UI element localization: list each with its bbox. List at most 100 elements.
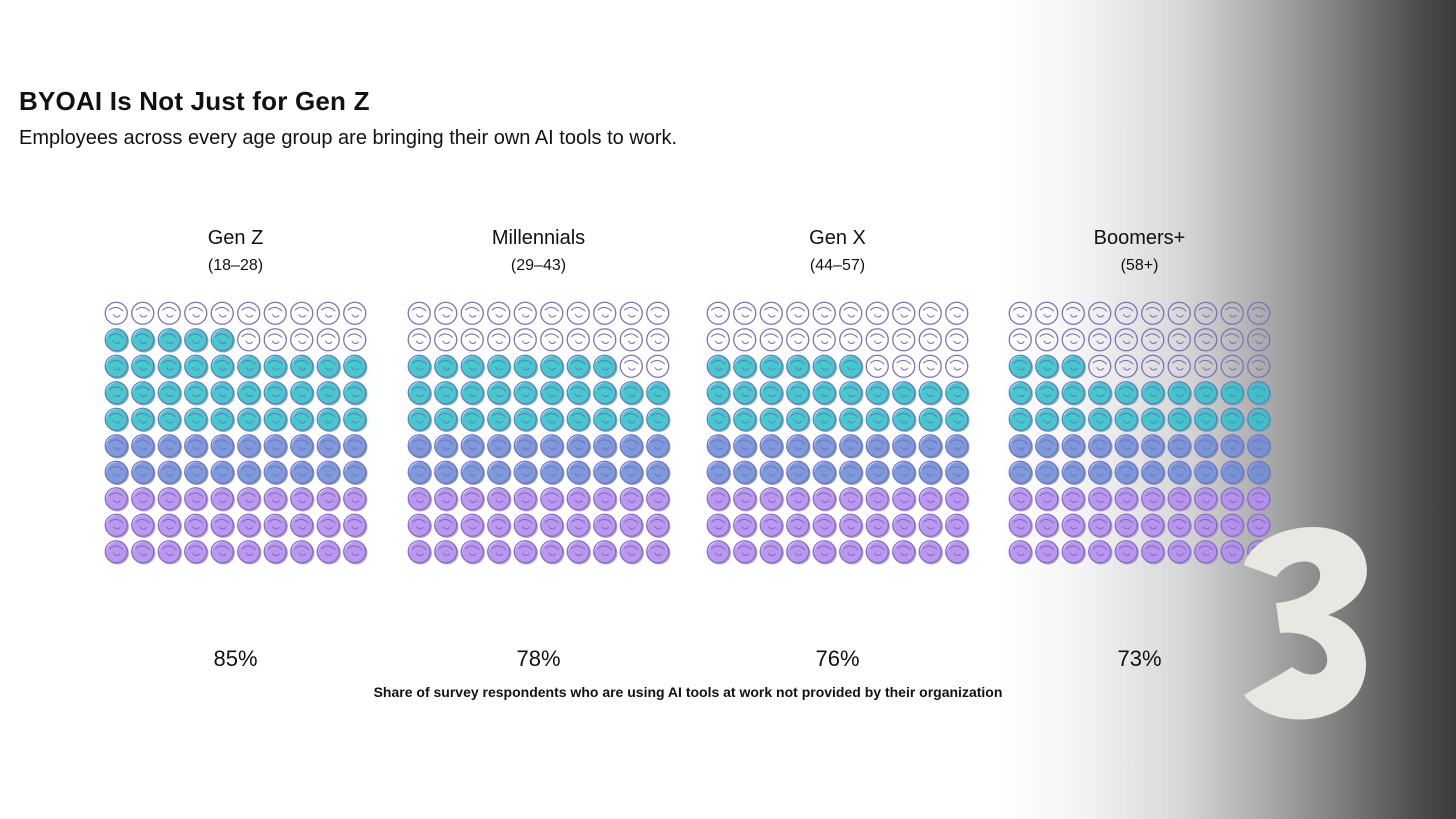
person-icon [1035,434,1060,459]
person-icon [343,381,368,406]
person-icon [210,328,235,353]
person-icon [1141,540,1166,565]
person-icon [343,460,368,485]
person-icon [593,407,618,432]
person-icon [540,328,564,352]
person-icon [263,354,288,379]
person-icon [1141,513,1166,538]
person-icon [1008,434,1033,459]
person-icon [646,460,671,485]
person-icon [1035,328,1059,352]
person-icon [566,540,591,565]
person-icon [1088,460,1113,485]
series-value-label: 78% [516,646,560,671]
person-icon [407,540,432,565]
person-icon [1247,434,1272,459]
person-icon [759,487,784,512]
person-icon [786,328,810,352]
person-icon [733,354,758,379]
person-icon [290,381,315,406]
person-icon [487,381,512,406]
person-icon [1088,407,1113,432]
person-icon [1035,460,1060,485]
person-icon [839,354,864,379]
person-icon [1141,434,1166,459]
person-icon [184,540,209,565]
person-icon [839,381,864,406]
person-icon [290,487,315,512]
person-icon [733,434,758,459]
person-icon [131,513,156,538]
person-icon [237,301,261,325]
person-icon [839,328,863,352]
person-icon [1088,513,1113,538]
person-icon [1194,540,1219,565]
person-icon [263,513,288,538]
person-icon [918,460,943,485]
person-icon [210,381,235,406]
person-icon [945,487,970,512]
person-icon [865,328,889,352]
person-icon [733,460,758,485]
person-icon [566,381,591,406]
person-icon [1141,407,1166,432]
person-icon [1247,487,1272,512]
person-icon [316,354,341,379]
person-icon [434,407,459,432]
person-icon [184,513,209,538]
person-icon [1114,407,1139,432]
person-icon [619,381,644,406]
person-icon [945,301,969,325]
person-icon [316,328,340,352]
person-icon [1247,301,1271,325]
person-icon [1167,354,1191,378]
person-icon [316,381,341,406]
person-icon [1061,301,1085,325]
person-icon [865,434,890,459]
person-icon [1008,407,1033,432]
person-icon [513,381,538,406]
person-icon [812,513,837,538]
person-icon [290,301,314,325]
person-icon [1008,354,1033,379]
person-icon [343,513,368,538]
person-icon [786,460,811,485]
person-icon [1035,487,1060,512]
person-icon [945,354,969,378]
person-icon [1035,354,1060,379]
person-icon [487,354,512,379]
person-icon [343,407,368,432]
person-icon [1061,460,1086,485]
person-icon [1141,460,1166,485]
person-icon [1167,407,1192,432]
person-icon [892,540,917,565]
person-icon [1247,328,1271,352]
person-icon [892,434,917,459]
person-icon [460,354,485,379]
person-icon [1088,301,1112,325]
person-icon [619,540,644,565]
series-name: Gen Z [208,227,264,249]
person-icon [1088,487,1113,512]
person-icon [157,354,182,379]
person-icon [263,328,287,352]
person-icon [786,354,811,379]
person-icon [1141,301,1165,325]
person-icon [706,301,730,325]
person-icon [593,434,618,459]
person-icon [619,434,644,459]
person-icon [918,540,943,565]
person-icon [210,513,235,538]
person-icon [343,487,368,512]
person-icon [786,434,811,459]
person-icon [1088,328,1112,352]
person-icon [812,381,837,406]
person-icon [918,328,942,352]
person-icon [786,540,811,565]
series-name: Boomers+ [1094,227,1186,249]
person-icon [1008,301,1032,325]
person-icon [1061,328,1085,352]
person-icon [1061,540,1086,565]
series-value-label: 85% [213,646,257,671]
